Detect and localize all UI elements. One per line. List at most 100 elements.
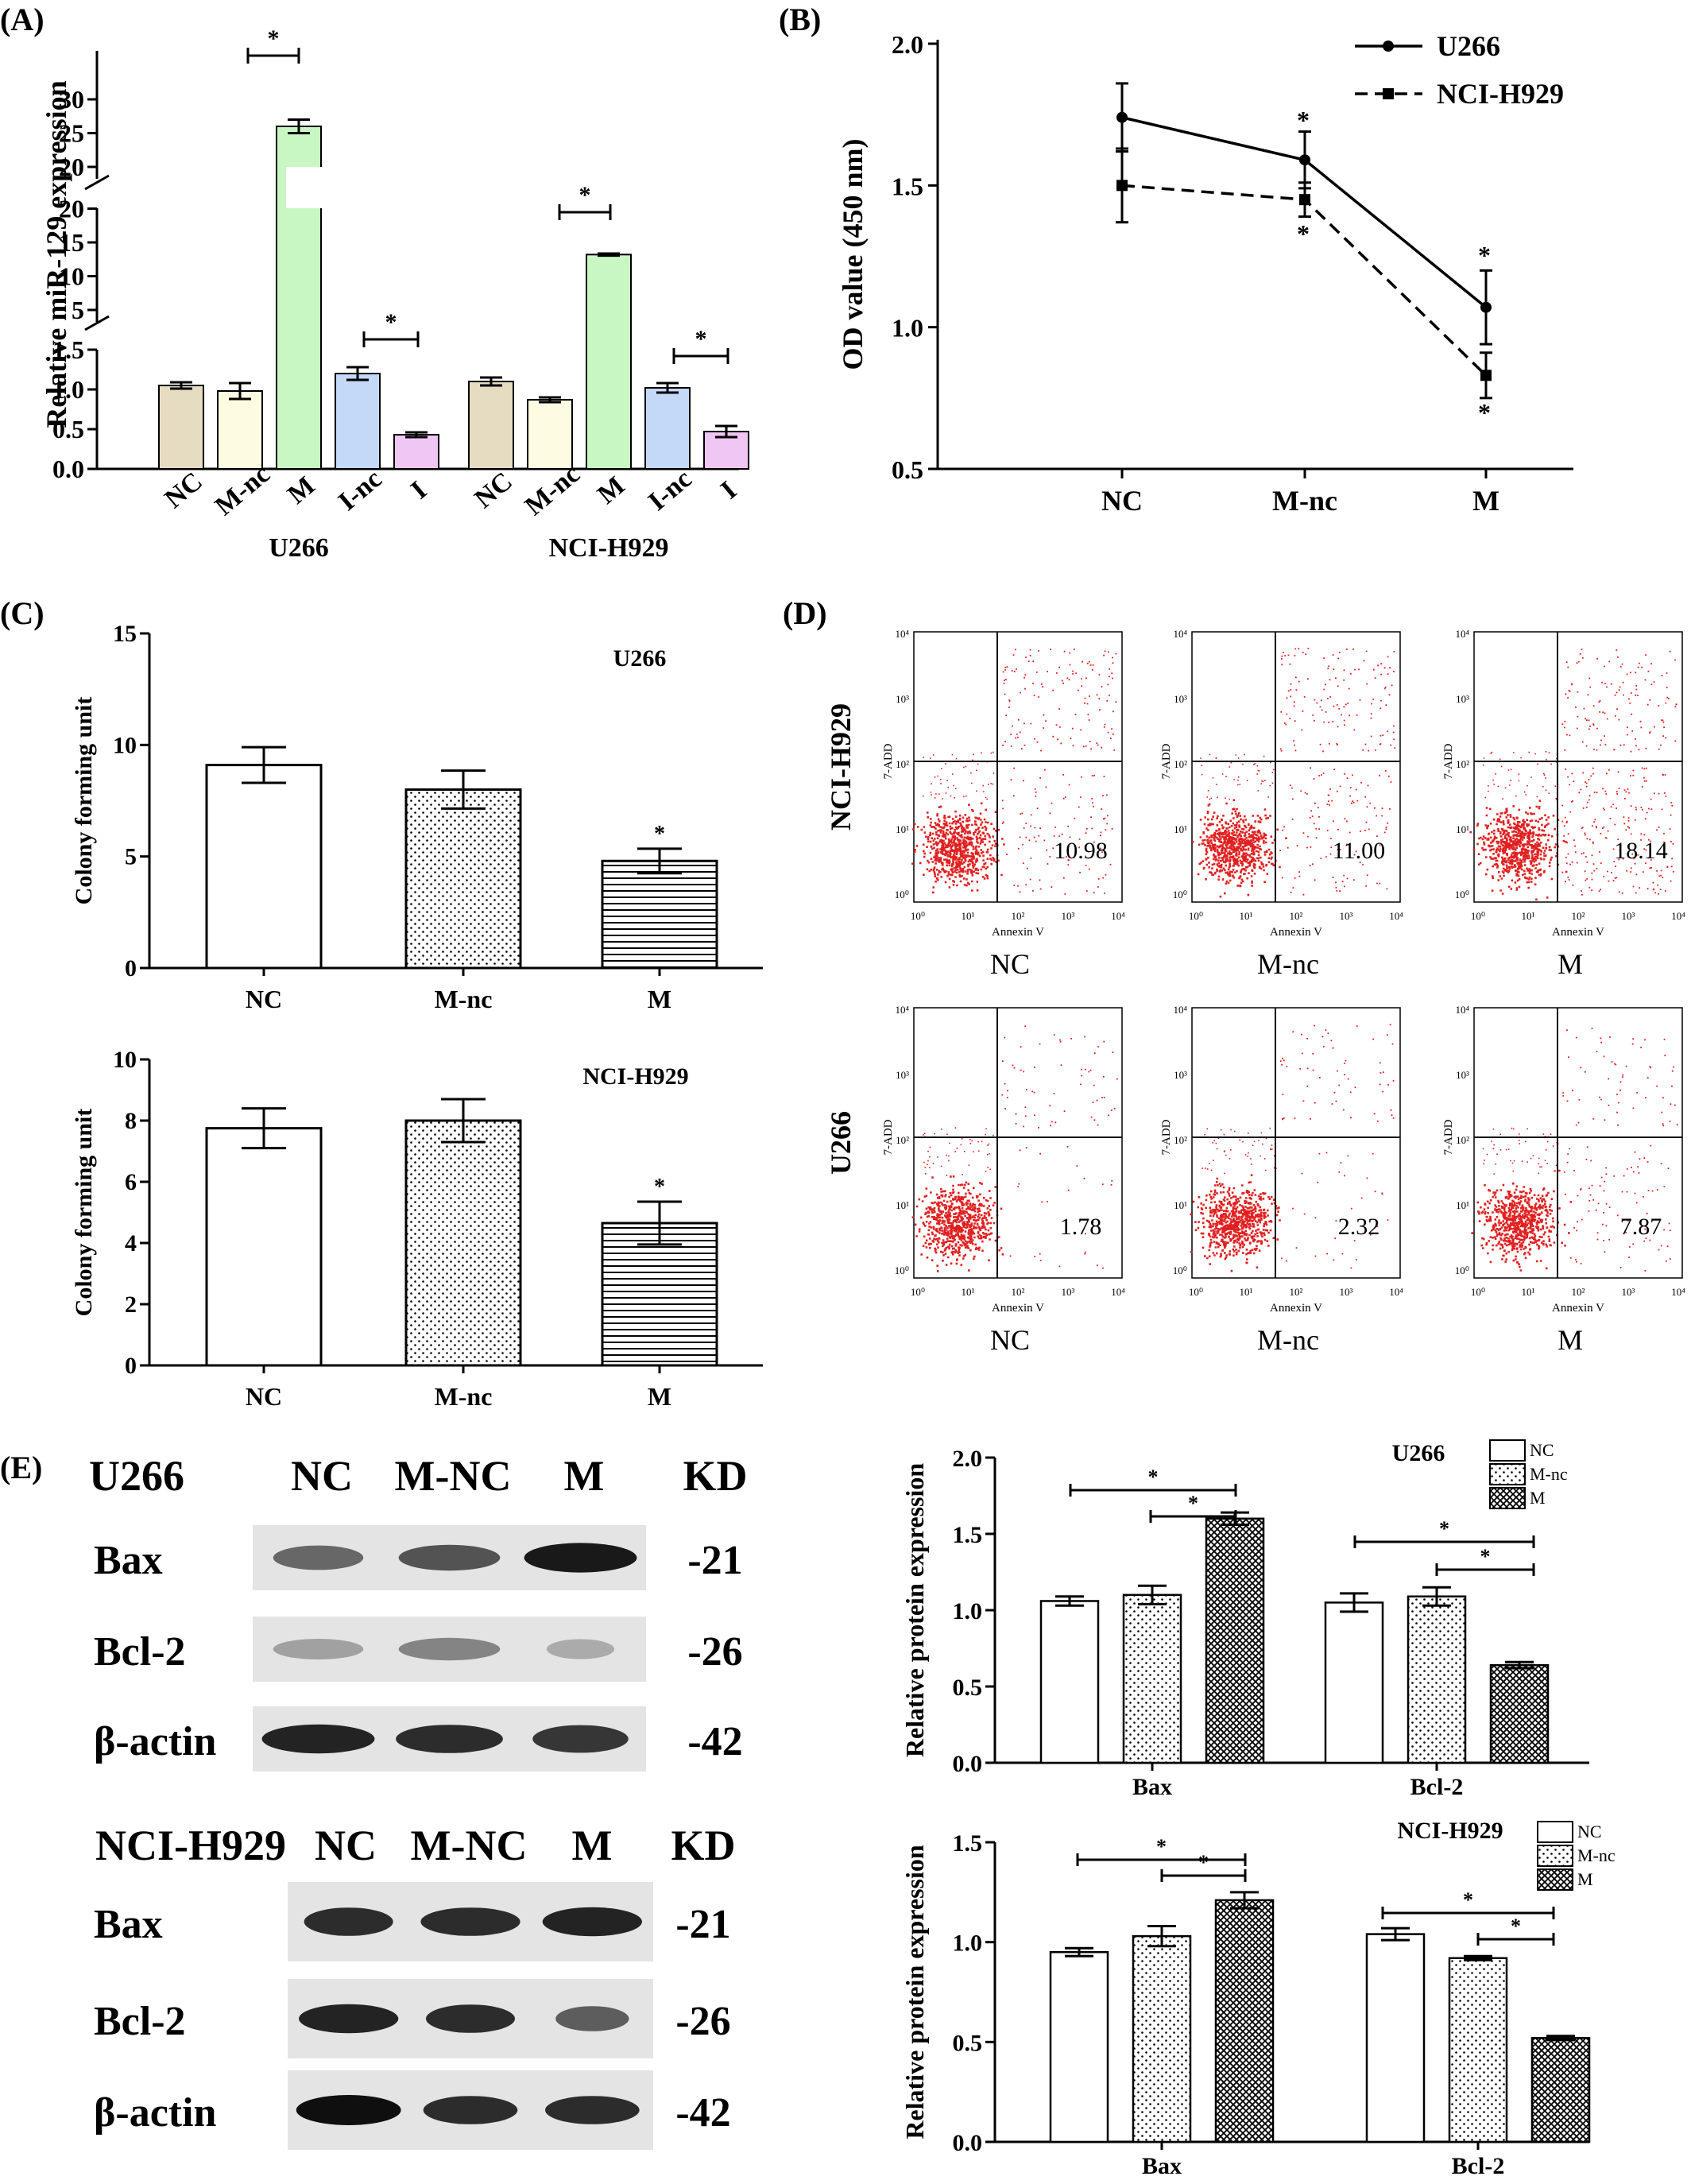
- sig-c-U266: *: [654, 822, 665, 846]
- tick-label-c: 6: [125, 1169, 137, 1195]
- facs-apoptosis-value: 10.98: [1054, 838, 1108, 864]
- blot-band: [546, 1639, 615, 1659]
- category-label-e-Bax: Bax: [1142, 2153, 1182, 2179]
- tick-label-e: 1.5: [953, 1522, 983, 1548]
- bar-a-U266-M-nc: [217, 390, 263, 470]
- tick-label-c: 8: [125, 1108, 137, 1134]
- facs-x-tick: 10⁴: [1389, 910, 1403, 922]
- legend-e-label-M: M: [1577, 1869, 1593, 1889]
- facs-y-tick: 10⁰: [895, 889, 909, 900]
- legend-e-label-M-nc: M-nc: [1577, 1845, 1616, 1865]
- category-label-c-M-nc: M-nc: [435, 985, 493, 1013]
- blot-NCI-H929: NCI-H929 NC M-NC M KD Bax -21 Bcl-2 -26 β-actin -4…: [94, 1822, 736, 2150]
- facs-x-axis-label: Annexin V: [1270, 926, 1322, 939]
- blot-protein-label-Bcl-2: Bcl-2: [94, 1629, 186, 1675]
- facs-x-axis-label: Annexin V: [992, 926, 1044, 939]
- panel-label-b: (B): [779, 2, 821, 37]
- category-label-a-I-nc: I-nc: [643, 464, 698, 517]
- facs-dots: [911, 649, 1117, 895]
- facs-y-tick: 10¹: [1456, 1199, 1469, 1211]
- facs-x-tick: 10²: [1572, 1286, 1585, 1298]
- facs-y-axis-label: 7-ADD: [1160, 743, 1173, 779]
- facs-y-axis-label: 7-ADD: [1160, 1119, 1173, 1155]
- facs-x-tick: 10¹: [1240, 1286, 1253, 1298]
- blot-kd-value: -26: [687, 1629, 742, 1675]
- group-label-a-U266: U266: [269, 533, 329, 563]
- blot-cell-line-label: U266: [89, 1452, 184, 1500]
- panel-b-od-value-chart: 0.5 1.0 1.5 2.0 OD value (450 nm) NC M-nc M * * * *…: [837, 30, 1573, 517]
- facs-condition-label-M-nc: M-nc: [1257, 948, 1319, 980]
- axis-label-e-y: Relative protein expression: [900, 1463, 929, 1758]
- facs-apoptosis-value: 11.00: [1333, 838, 1385, 864]
- category-label-a-I: I: [405, 476, 432, 505]
- facs-x-tick: 10¹: [1522, 910, 1535, 922]
- tick-label-c: 0: [125, 955, 137, 982]
- blot-lane-label-M: M: [564, 1452, 605, 1500]
- tick-label-e: 0.0: [953, 2130, 983, 2156]
- facs-y-tick: 10³: [896, 693, 909, 705]
- facs-y-tick: 10²: [896, 1134, 909, 1146]
- blot-lane-label-M-NC: M-NC: [395, 1452, 512, 1500]
- tick-label-e: 0.0: [953, 1751, 983, 1777]
- facs-y-axis-label: 7-ADD: [1442, 743, 1455, 779]
- facs-y-tick: 10³: [1456, 693, 1469, 705]
- sig-e-star: *: [1511, 1915, 1521, 1938]
- blot-protein-label-β-actin: β-actin: [94, 1719, 217, 1764]
- facs-dots: [911, 1025, 1118, 1272]
- tick-label-e: 1.0: [953, 1598, 983, 1624]
- facs-x-tick: 10³: [1340, 1286, 1353, 1298]
- blot-band: [304, 1907, 393, 1936]
- sig-e-star: *: [1439, 1517, 1449, 1540]
- sig-a-u266-i-star: *: [385, 309, 397, 335]
- facs-x-tick: 10¹: [962, 910, 975, 922]
- blot-band: [299, 2004, 399, 2034]
- blot-band: [273, 1639, 364, 1659]
- panel-label-d: (D): [783, 595, 827, 631]
- facs-dots: [1191, 648, 1396, 898]
- bar-c-NCI-H929-M-nc: [404, 1119, 522, 1367]
- blot-band: [555, 2006, 629, 2031]
- category-label-e-Bcl-2: Bcl-2: [1452, 2153, 1505, 2179]
- facs-x-tick: 10³: [1340, 910, 1353, 922]
- tick-label-a-mid: 5: [72, 296, 84, 324]
- tick-label-b: 0.5: [892, 455, 923, 484]
- bar-c-U266-M-nc: [404, 788, 522, 970]
- sig-b-u266-m: *: [1478, 241, 1491, 269]
- bar-a-NCI-H929-M-nc: [527, 399, 573, 470]
- sig-b-h929-mnc: *: [1297, 219, 1310, 248]
- blot-band: [398, 1637, 501, 1661]
- blot-kd-value: -21: [675, 1902, 730, 1947]
- bar-a-U266-NC: [158, 385, 204, 470]
- blot-band: [396, 1725, 503, 1753]
- facs-condition-label-M-nc: M-nc: [1257, 1324, 1319, 1356]
- facs-x-axis-label: Annexin V: [1552, 926, 1604, 939]
- blot-lane-label-NC: NC: [291, 1452, 353, 1500]
- facs-dots: [1190, 1024, 1395, 1272]
- facs-y-axis-label: 7-ADD: [882, 743, 895, 779]
- blot-band: [273, 1545, 364, 1570]
- legend-e-swatch-NC: [1537, 1821, 1573, 1843]
- bar-e-NCI-H929-Bcl-2-M: [1530, 2037, 1591, 2143]
- blot-lane-label-M-NC: M-NC: [411, 1822, 528, 1869]
- facs-x-axis-label: Annexin V: [992, 1302, 1044, 1315]
- facs-y-tick: 10¹: [1456, 823, 1469, 835]
- chart-title-c-NCI-H929: NCI-H929: [582, 1063, 688, 1090]
- category-label-e-Bcl-2: Bcl-2: [1410, 1774, 1464, 1800]
- facs-x-tick: 10¹: [1240, 910, 1253, 922]
- tick-label-c: 10: [113, 732, 137, 758]
- facs-y-tick: 10²: [1174, 1134, 1187, 1146]
- marker-b-U266: [1480, 301, 1492, 313]
- tick-label-a-mid: 15: [59, 228, 84, 257]
- axis-label-c-y-U266: Colony forming unit: [71, 697, 97, 905]
- facs-y-tick: 10¹: [896, 1199, 909, 1211]
- sig-c-NCI-H929: *: [654, 1175, 665, 1199]
- legend-b-label-U266: U266: [1437, 30, 1500, 62]
- tick-label-e: 0.5: [953, 1675, 983, 1701]
- blot-band: [296, 2095, 401, 2125]
- facs-y-axis-label: 7-ADD: [882, 1119, 895, 1155]
- category-label-b-NC: NC: [1101, 485, 1143, 517]
- blot-band: [261, 1724, 375, 1754]
